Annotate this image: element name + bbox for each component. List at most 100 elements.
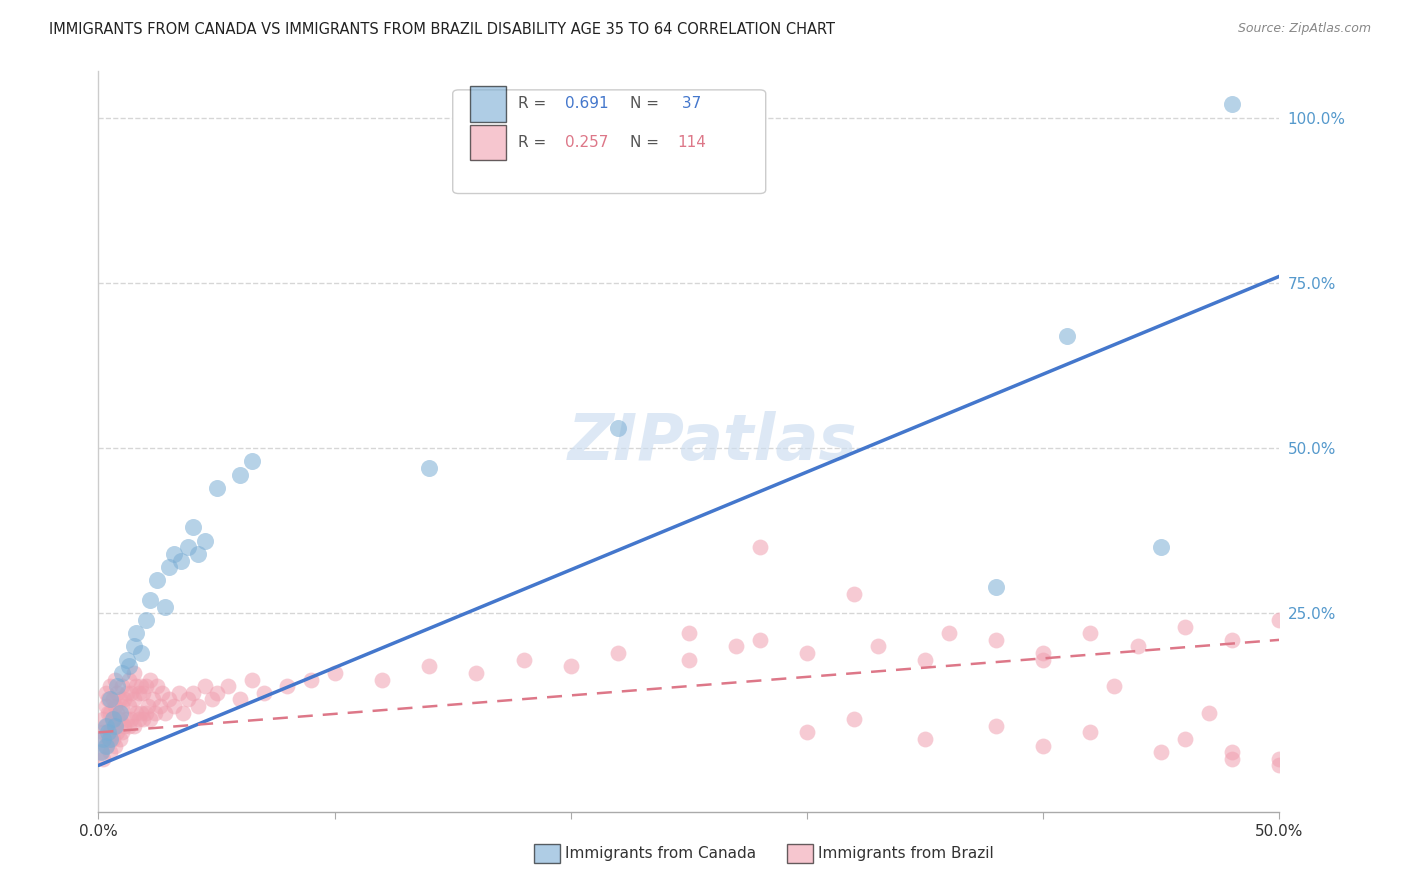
Point xyxy=(1220,632,1243,647)
Point xyxy=(167,686,190,700)
Point xyxy=(240,673,263,687)
Point xyxy=(122,640,145,654)
Point xyxy=(105,686,128,700)
Point xyxy=(1150,541,1173,555)
Point xyxy=(112,719,135,733)
Point xyxy=(101,712,124,726)
Point xyxy=(607,646,630,660)
Point xyxy=(97,725,120,739)
Point xyxy=(187,547,209,561)
Point xyxy=(678,626,700,640)
Point xyxy=(1032,646,1054,660)
Point xyxy=(146,574,169,588)
Point xyxy=(866,640,889,654)
Point xyxy=(146,679,169,693)
Point xyxy=(115,712,138,726)
Point xyxy=(1268,752,1291,766)
Point xyxy=(748,632,770,647)
Point xyxy=(132,686,155,700)
Point xyxy=(111,679,134,693)
Point xyxy=(94,719,117,733)
Point xyxy=(122,665,145,680)
Point xyxy=(94,698,117,713)
Point xyxy=(229,692,252,706)
Point xyxy=(150,686,173,700)
Point xyxy=(299,673,322,687)
Point xyxy=(139,673,162,687)
Point xyxy=(129,706,152,720)
Point xyxy=(94,739,117,753)
FancyBboxPatch shape xyxy=(453,90,766,194)
Point xyxy=(132,712,155,726)
Point xyxy=(465,665,488,680)
Point xyxy=(181,520,204,534)
Point xyxy=(181,686,204,700)
Point xyxy=(105,706,128,720)
Point xyxy=(149,698,172,713)
Point xyxy=(104,719,127,733)
Point xyxy=(371,673,394,687)
Point xyxy=(104,698,127,713)
Point xyxy=(240,454,263,468)
Point xyxy=(122,692,145,706)
Point xyxy=(121,686,143,700)
Point xyxy=(844,586,866,600)
Point xyxy=(1080,626,1102,640)
Point xyxy=(98,679,121,693)
Point xyxy=(1056,328,1078,343)
Point xyxy=(1080,725,1102,739)
Point xyxy=(844,712,866,726)
Text: N =: N = xyxy=(630,135,664,150)
Point xyxy=(101,692,124,706)
Point xyxy=(1220,97,1243,112)
Text: IMMIGRANTS FROM CANADA VS IMMIGRANTS FROM BRAZIL DISABILITY AGE 35 TO 64 CORRELA: IMMIGRANTS FROM CANADA VS IMMIGRANTS FRO… xyxy=(49,22,835,37)
Point xyxy=(105,679,128,693)
Point xyxy=(101,731,124,746)
Point xyxy=(194,533,217,548)
Point xyxy=(118,698,141,713)
Point xyxy=(91,712,114,726)
Point xyxy=(512,653,534,667)
Point xyxy=(104,739,127,753)
Point xyxy=(108,692,131,706)
Point xyxy=(1126,640,1149,654)
Point xyxy=(111,665,134,680)
Point xyxy=(139,712,162,726)
Point xyxy=(97,706,120,720)
Point xyxy=(128,686,150,700)
Text: 114: 114 xyxy=(678,135,706,150)
Point xyxy=(177,541,200,555)
Text: Immigrants from Canada: Immigrants from Canada xyxy=(565,847,756,861)
Point xyxy=(104,719,127,733)
Point xyxy=(129,679,152,693)
Point xyxy=(98,745,121,759)
Point xyxy=(129,646,152,660)
Point xyxy=(128,712,150,726)
Point xyxy=(1174,620,1197,634)
Text: Source: ZipAtlas.com: Source: ZipAtlas.com xyxy=(1237,22,1371,36)
Point xyxy=(177,692,200,706)
Text: ZIPatlas: ZIPatlas xyxy=(568,410,858,473)
Point xyxy=(97,731,120,746)
Point xyxy=(105,725,128,739)
Point xyxy=(229,467,252,482)
Point xyxy=(153,599,176,614)
Point xyxy=(1102,679,1125,693)
Point xyxy=(136,698,159,713)
Point xyxy=(91,752,114,766)
Point xyxy=(115,653,138,667)
Point xyxy=(142,692,165,706)
Point xyxy=(135,706,157,720)
Text: 0.257: 0.257 xyxy=(565,135,609,150)
Point xyxy=(112,692,135,706)
FancyBboxPatch shape xyxy=(471,87,506,121)
Point xyxy=(796,725,818,739)
Point xyxy=(984,632,1007,647)
Point xyxy=(118,673,141,687)
Text: 0.691: 0.691 xyxy=(565,96,609,112)
Point xyxy=(796,646,818,660)
Point xyxy=(607,421,630,435)
Point xyxy=(418,659,440,673)
Text: N =: N = xyxy=(630,96,664,112)
Point xyxy=(135,679,157,693)
